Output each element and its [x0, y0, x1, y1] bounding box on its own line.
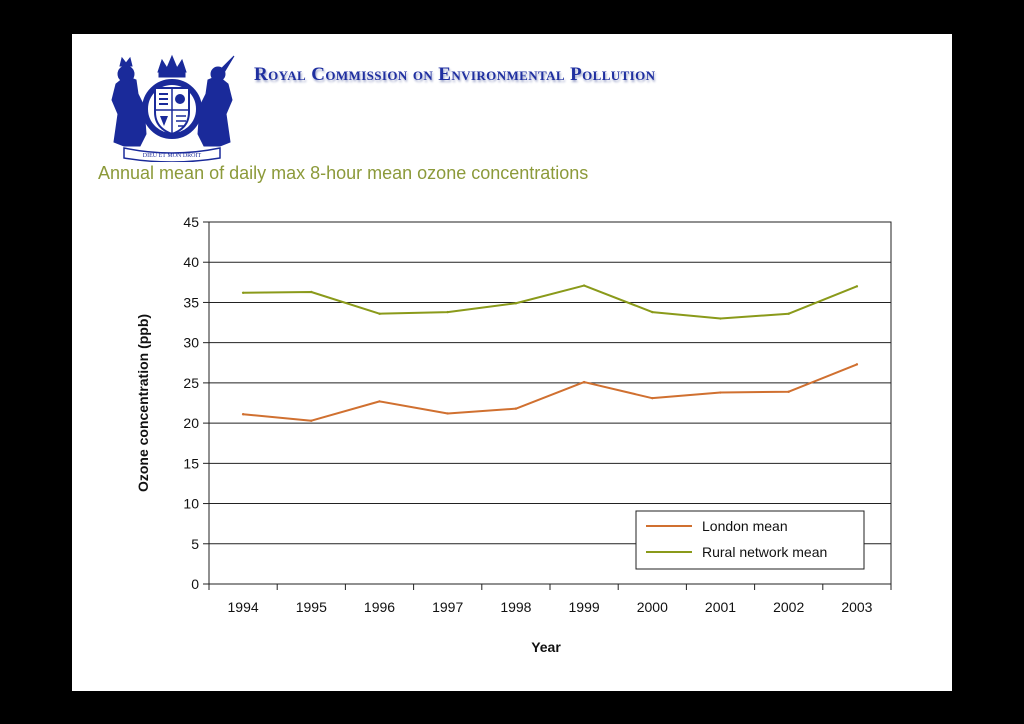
- x-tick-label: 1997: [432, 599, 463, 615]
- data-point: [446, 310, 449, 314]
- y-tick-label: 0: [191, 576, 199, 592]
- x-tick-label: 2002: [773, 599, 804, 615]
- data-point: [514, 302, 518, 305]
- grid-lines: [209, 261, 891, 545]
- x-tick-label: 2003: [841, 599, 872, 615]
- data-point: [378, 312, 381, 315]
- series-line-rural: [243, 284, 858, 320]
- y-tick-label: 25: [183, 375, 199, 391]
- data-point: [651, 310, 654, 314]
- data-point: [582, 284, 586, 287]
- y-tick-label: 45: [183, 214, 199, 230]
- slide: DIEU ET MON DROIT Royal Commission on En…: [72, 34, 952, 691]
- y-tick-label: 30: [183, 335, 199, 351]
- y-tick-label: 40: [183, 254, 199, 270]
- crest-motto: DIEU ET MON DROIT: [143, 153, 202, 159]
- x-tick-label: 1994: [228, 599, 259, 615]
- data-point: [651, 396, 654, 400]
- x-tick-label: 2000: [637, 599, 668, 615]
- x-tick-label: 1999: [569, 599, 600, 615]
- data-point: [855, 285, 859, 288]
- chart-title: Annual mean of daily max 8-hour mean ozo…: [98, 163, 589, 183]
- x-tick-label: 2001: [705, 599, 736, 615]
- data-point: [514, 407, 518, 410]
- data-point: [855, 363, 859, 366]
- legend-label-rural: Rural network mean: [702, 544, 827, 560]
- y-tick-label: 5: [191, 536, 199, 552]
- series-line-london: [243, 363, 858, 422]
- organization-title: Royal Commission on Environmental Pollut…: [254, 64, 656, 85]
- x-tick-label: 1995: [296, 599, 327, 615]
- data-point: [787, 312, 790, 315]
- data-point: [310, 290, 313, 294]
- data-point: [787, 390, 790, 393]
- y-axis-label: Ozone concentration (ppb): [135, 314, 151, 492]
- data-point: [241, 291, 245, 294]
- data-point: [719, 317, 722, 320]
- x-axis-label: Year: [531, 639, 561, 655]
- legend-box: [635, 510, 865, 570]
- legend-label-london: London mean: [702, 518, 788, 534]
- data-point: [582, 380, 586, 384]
- legend: London mean Rural network mean: [635, 510, 865, 570]
- y-tick-label: 15: [183, 455, 199, 471]
- y-tick-label: 20: [183, 415, 199, 431]
- y-tick-label: 10: [183, 496, 199, 512]
- royal-crest-icon: DIEU ET MON DROIT: [111, 54, 235, 162]
- x-tick-label: 1996: [364, 599, 395, 615]
- x-axis: 1994 1995 1996 1997 1998 1999 2000 2001 2002 2003: [208, 584, 892, 615]
- data-point: [446, 412, 449, 415]
- x-tick-label: 1998: [500, 599, 531, 615]
- series-lines: [241, 284, 859, 422]
- data-point: [719, 391, 722, 394]
- y-axis: 0 5 10 15 20 25 30 35 40 45: [183, 214, 209, 592]
- y-tick-label: 35: [183, 294, 199, 310]
- data-point: [378, 400, 381, 403]
- data-point: [310, 419, 313, 422]
- data-point: [241, 413, 245, 416]
